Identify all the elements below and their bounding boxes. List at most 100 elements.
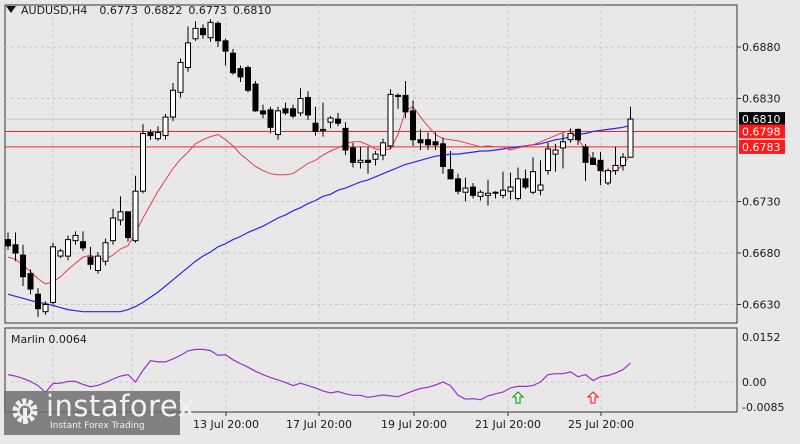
bull-candle-body [537, 184, 544, 191]
candle [237, 65, 244, 83]
red-up-arrow-icon [586, 391, 600, 404]
bear-candle-body [312, 122, 319, 132]
candle [5, 232, 11, 250]
candle [200, 24, 206, 39]
bear-candle-body [125, 211, 131, 239]
candle [305, 91, 311, 121]
bear-candle-body [410, 110, 416, 141]
bear-candle-body [245, 67, 251, 91]
candle [117, 196, 124, 226]
bull-candle-body [177, 61, 184, 93]
bear-candle-body [582, 146, 589, 163]
candle [605, 168, 611, 186]
candle [170, 83, 176, 122]
candle [260, 104, 266, 119]
bear-candle-body [87, 256, 94, 265]
candle [297, 88, 304, 117]
y-axis-label: 0.6630 [742, 299, 781, 312]
bear-candle-body [350, 147, 356, 163]
candle [440, 137, 446, 174]
candle [387, 89, 394, 149]
x-axis-label: 17 Jul 20:00 [286, 418, 352, 431]
bull-candle-body [132, 190, 139, 242]
candle [522, 169, 529, 190]
bear-candle-body [417, 139, 424, 144]
chart-menu-triangle-icon[interactable] [6, 6, 16, 13]
candle [372, 151, 379, 166]
candle [132, 175, 139, 243]
price-label-box [739, 124, 785, 139]
candle [185, 26, 191, 72]
candle [477, 190, 484, 201]
candle [140, 124, 146, 194]
candle [267, 106, 274, 134]
candle [357, 146, 364, 169]
indicator-y-label: 0.00 [742, 376, 767, 389]
bull-candle-body [552, 149, 559, 155]
price-label: 0.6783 [742, 141, 781, 154]
candle [342, 122, 349, 156]
bull-candle-body [102, 242, 109, 262]
bear-candle-body [290, 108, 296, 117]
bear-candle-body [402, 94, 409, 113]
candle [20, 244, 26, 286]
bear-candle-body [305, 96, 311, 116]
low-value: 0.6773 [188, 4, 227, 17]
logo-name: instaforex [46, 389, 196, 423]
price-label-box [739, 112, 785, 127]
candle [102, 238, 109, 266]
price-label: 0.6798 [742, 125, 781, 138]
candle [582, 143, 589, 181]
bear-candle-body [222, 40, 229, 52]
candle [462, 177, 469, 202]
instaforex-logo: instaforex Instant Forex Trading [4, 389, 195, 435]
main-pane[interactable] [4, 4, 738, 324]
bull-candle-body [57, 250, 64, 257]
candle [155, 126, 161, 141]
bear-candle-body [590, 157, 596, 165]
candle [567, 128, 574, 143]
candle [12, 232, 19, 262]
bull-candle-body [207, 21, 214, 39]
candle [27, 269, 34, 295]
candle [380, 138, 386, 161]
candle [215, 21, 221, 47]
bull-candle-body [477, 191, 484, 197]
open-value: 0.6773 [99, 4, 138, 17]
candle [350, 142, 356, 168]
bear-candle-body [230, 52, 236, 74]
candle [327, 116, 334, 129]
bear-candle-body [342, 127, 349, 151]
bear-candle-body [215, 22, 221, 42]
candle [402, 80, 409, 119]
bear-candle-body [267, 109, 274, 128]
bear-candle-body [237, 68, 244, 78]
candle [485, 179, 491, 206]
gear-logo-icon [12, 398, 38, 424]
x-axis-label: 21 Jul 20:00 [475, 418, 541, 431]
candle [207, 19, 214, 42]
candle [417, 129, 424, 150]
bear-candle-body [5, 239, 11, 247]
bull-candle-body [620, 156, 626, 166]
indicator-y-label: -0.0085 [742, 401, 784, 414]
bear-candle-body [432, 141, 439, 146]
price-label-box [739, 139, 785, 154]
bear-candle-body [597, 159, 604, 172]
candle [627, 106, 634, 158]
candle [432, 132, 439, 150]
fast-ma-line [7, 106, 631, 285]
candle [282, 102, 289, 115]
bull-candle-body [567, 133, 574, 141]
candle [80, 231, 86, 251]
candle [335, 112, 341, 127]
bull-candle-body [42, 304, 49, 313]
candle [57, 248, 64, 259]
bull-candle-body [507, 186, 514, 192]
candle [597, 152, 604, 186]
bull-candle-body [155, 131, 161, 140]
bull-candle-body [357, 159, 364, 163]
candle [560, 133, 566, 169]
